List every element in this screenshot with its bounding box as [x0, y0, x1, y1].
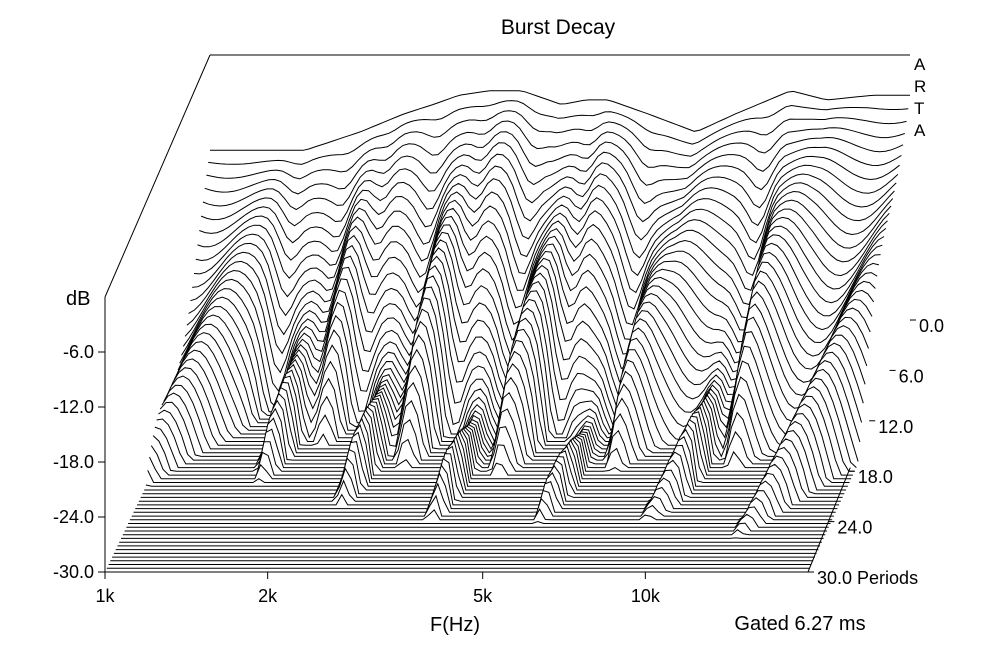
z-tick-label: 30.0 Periods [817, 568, 918, 588]
slice-line [158, 360, 861, 461]
z-tick-label: 12.0 [878, 417, 913, 437]
slice-line [152, 386, 855, 472]
slice-line [131, 490, 834, 517]
slice-line [133, 480, 836, 513]
x-tick-label: 5k [473, 586, 493, 606]
slice-line [161, 342, 864, 454]
slice-fill [158, 360, 860, 461]
slice-line [177, 261, 880, 420]
x-axis-ticks: 1k 2k 5k 10k [95, 572, 661, 606]
slice-line [163, 334, 866, 450]
gated-note: Gated 6.27 ms [734, 613, 865, 635]
slice-fill [156, 369, 859, 464]
slice-line [195, 173, 897, 279]
slice-line [188, 208, 890, 355]
slice-line [170, 298, 873, 435]
brand-letter-r: R [914, 77, 926, 96]
slice-line [138, 455, 841, 502]
slice-line [156, 368, 859, 465]
back-left-edge [104, 54, 211, 298]
y-tick-label: -30.0 [53, 562, 94, 582]
slice-line [193, 182, 895, 298]
slice-line [159, 351, 863, 458]
slice-line [208, 100, 909, 165]
y-tick-label: -18.0 [53, 452, 94, 472]
slice-line [175, 270, 878, 424]
slice-line [186, 216, 888, 374]
slice-line [190, 199, 892, 336]
y-tick-label: -24.0 [53, 507, 94, 527]
slice-line [147, 413, 850, 483]
slice-line [179, 251, 881, 416]
slice-line [206, 110, 907, 180]
brand-letter-t: T [914, 99, 924, 118]
y-axis-label: dB [66, 288, 90, 310]
z-tick-label: 24.0 [837, 518, 872, 538]
brand-letter-a2: A [914, 121, 926, 140]
slice-line [150, 395, 853, 476]
slice-line [121, 537, 824, 539]
slice-line [145, 420, 848, 487]
y-axis-ticks: -6.0 -12.0 -18.0 -24.0 -30.0 [53, 342, 105, 582]
slice-fill [133, 481, 836, 513]
x-tick-label: 2k [258, 586, 278, 606]
z-axis-ticks: 0.0 6.0 12.0 18.0 24.0 30.0 Periods [808, 316, 944, 588]
x-axis-label: F(Hz) [430, 614, 480, 636]
slice-line [210, 90, 910, 151]
slice-line [192, 190, 894, 317]
y-tick-label: -6.0 [63, 342, 94, 362]
slice-line [124, 522, 827, 532]
slice-fill [128, 506, 831, 524]
slice-line [173, 280, 876, 428]
slice-line [128, 506, 831, 524]
slice-line [122, 529, 826, 536]
slice-line [184, 225, 887, 393]
slice-line [142, 438, 845, 495]
slice-line [204, 120, 905, 195]
slice-line [135, 472, 838, 510]
brand-letter-a1: A [914, 55, 926, 74]
x-tick-label: 10k [631, 586, 661, 606]
chart-title: Burst Decay [501, 16, 616, 39]
slice-line [168, 307, 871, 439]
slice-line [144, 430, 846, 491]
slice-fill [135, 473, 838, 509]
z-tick-label: 18.0 [858, 467, 893, 487]
x-tick-label: 1k [95, 586, 115, 606]
slice-line [200, 142, 902, 227]
slice-line [197, 164, 899, 261]
slice-line [126, 513, 829, 528]
slice-line [182, 234, 885, 409]
slice-line [199, 153, 900, 244]
slice-line [154, 377, 857, 469]
slice-line [181, 242, 883, 413]
z-tick-label: 6.0 [899, 366, 924, 386]
y-tick-label: -12.0 [53, 397, 94, 417]
slice-line [137, 463, 840, 506]
z-tick-label: 0.0 [919, 316, 944, 336]
waterfall-surface [105, 90, 910, 573]
slice-line [140, 446, 843, 498]
slice-line [202, 131, 904, 211]
slice-line [165, 325, 868, 447]
slice-line [172, 289, 875, 432]
slice-line [149, 403, 852, 480]
slice-line [129, 497, 833, 521]
slice-line [166, 316, 869, 443]
